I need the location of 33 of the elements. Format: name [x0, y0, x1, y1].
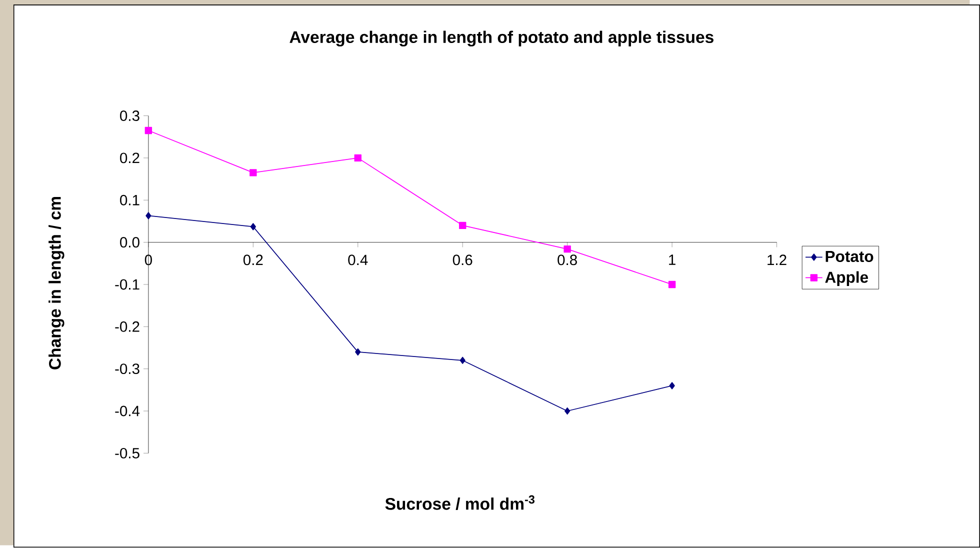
x-axis-title: Sucrose / mol dm$^{-3}$ — [385, 496, 535, 510]
point — [354, 154, 362, 162]
y-tick-label: -0.2 — [115, 322, 140, 332]
point — [669, 382, 675, 390]
chart-title: Average change in length of potato and apple tissues — [290, 30, 714, 47]
x-tick-label: 1 — [669, 254, 676, 266]
point — [250, 169, 257, 177]
y-tick-label: 0.0 — [120, 237, 140, 248]
point — [355, 348, 361, 356]
y-tick-label: -0.4 — [115, 406, 140, 416]
y-axis-title: Change in length / cm — [48, 197, 64, 370]
point — [144, 127, 152, 134]
y-tick-label: 0.2 — [120, 152, 140, 164]
point — [459, 222, 466, 230]
point — [564, 246, 571, 253]
y-tick-label: 0.3 — [120, 110, 140, 122]
x-tick-label: 0.8 — [558, 254, 577, 266]
point — [564, 408, 570, 415]
x-tick-label: 0 — [144, 254, 152, 266]
point — [460, 356, 466, 364]
x-tick-label: 1.2 — [768, 254, 786, 266]
legend-label: Potato — [826, 251, 874, 262]
y-tick-label: -0.5 — [115, 448, 140, 459]
x-tick-label: 0.4 — [348, 254, 368, 266]
legend-label: Apple — [825, 271, 868, 286]
x-tick-label: 0.6 — [452, 254, 472, 266]
y-tick-label: -0.1 — [115, 279, 140, 290]
point — [668, 281, 676, 288]
x-tick-label: 0.2 — [243, 254, 263, 266]
y-tick-label: 0.1 — [120, 195, 140, 206]
y-tick-label: -0.3 — [115, 364, 140, 374]
point — [250, 223, 256, 230]
point — [146, 212, 152, 220]
